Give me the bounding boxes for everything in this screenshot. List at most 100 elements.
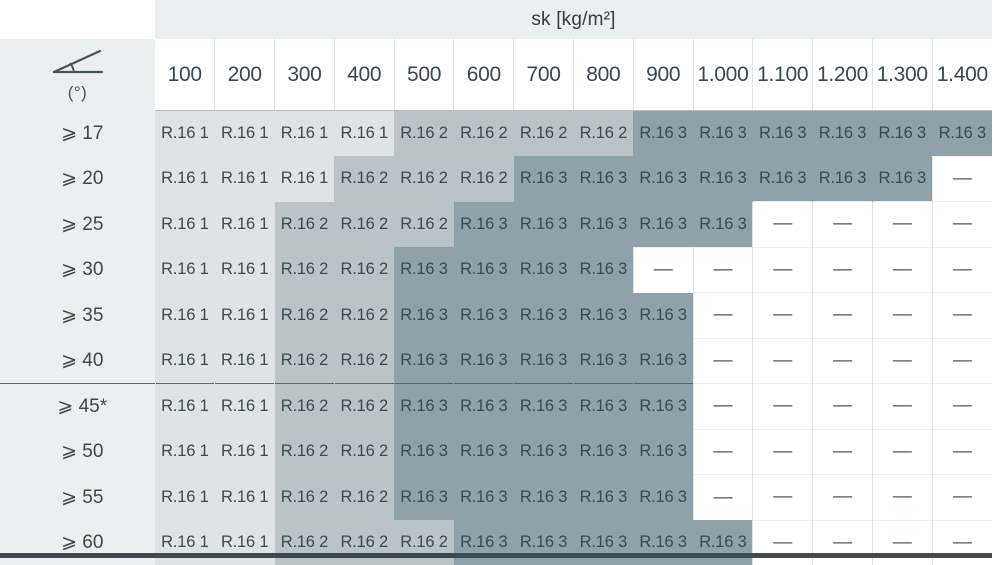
column-header-200: 200 bbox=[215, 39, 275, 111]
cell-class-1: R.16 1 bbox=[215, 247, 275, 293]
cell-empty: — bbox=[693, 429, 753, 475]
cell-class-3: R.16 3 bbox=[573, 429, 633, 475]
cell-class-2: R.16 2 bbox=[454, 156, 514, 202]
cell-empty: — bbox=[753, 202, 813, 248]
cell-class-2: R.16 2 bbox=[394, 520, 454, 565]
cell-class-1: R.16 1 bbox=[155, 338, 215, 384]
row-label: ⩾ 55 bbox=[0, 475, 155, 521]
cell-empty: — bbox=[872, 520, 932, 565]
cell-class-2: R.16 2 bbox=[334, 475, 394, 521]
cell-class-3: R.16 3 bbox=[813, 156, 873, 202]
cell-empty: — bbox=[753, 247, 813, 293]
cell-class-2: R.16 2 bbox=[334, 293, 394, 339]
column-header-1100: 1.100 bbox=[753, 39, 813, 111]
cell-class-3: R.16 3 bbox=[454, 384, 514, 430]
cell-empty: — bbox=[932, 520, 992, 565]
cell-empty: — bbox=[813, 338, 873, 384]
cell-class-3: R.16 3 bbox=[753, 111, 813, 157]
cell-class-1: R.16 1 bbox=[215, 429, 275, 475]
cell-empty: — bbox=[753, 520, 813, 565]
cell-class-3: R.16 3 bbox=[514, 202, 574, 248]
cell-class-3: R.16 3 bbox=[633, 429, 693, 475]
cell-class-2: R.16 2 bbox=[573, 111, 633, 157]
cell-empty: — bbox=[693, 475, 753, 521]
cell-empty: — bbox=[813, 520, 873, 565]
cell-class-1: R.16 1 bbox=[275, 156, 335, 202]
cell-class-3: R.16 3 bbox=[872, 111, 932, 157]
cell-class-2: R.16 2 bbox=[275, 247, 335, 293]
cell-empty: — bbox=[693, 384, 753, 430]
cell-class-3: R.16 3 bbox=[514, 338, 574, 384]
cell-class-3: R.16 3 bbox=[394, 247, 454, 293]
cell-class-3: R.16 3 bbox=[454, 247, 514, 293]
cell-class-1: R.16 1 bbox=[155, 202, 215, 248]
cell-class-2: R.16 2 bbox=[394, 156, 454, 202]
column-header-300: 300 bbox=[275, 39, 335, 111]
cell-empty: — bbox=[813, 384, 873, 430]
column-header-900: 900 bbox=[633, 39, 693, 111]
cell-class-3: R.16 3 bbox=[633, 202, 693, 248]
cell-empty: — bbox=[932, 202, 992, 248]
cell-empty: — bbox=[932, 338, 992, 384]
cell-class-3: R.16 3 bbox=[693, 111, 753, 157]
table-head: sk [kg/m²] (°) bbox=[0, 0, 992, 111]
cell-class-3: R.16 3 bbox=[514, 384, 574, 430]
cell-class-3: R.16 3 bbox=[394, 384, 454, 430]
cell-class-2: R.16 2 bbox=[275, 429, 335, 475]
angle-icon bbox=[50, 48, 106, 82]
cell-class-1: R.16 1 bbox=[155, 247, 215, 293]
cell-class-2: R.16 2 bbox=[275, 338, 335, 384]
cell-empty: — bbox=[753, 429, 813, 475]
cell-empty: — bbox=[932, 156, 992, 202]
cell-empty: — bbox=[753, 338, 813, 384]
cell-class-3: R.16 3 bbox=[753, 156, 813, 202]
cell-class-3: R.16 3 bbox=[454, 429, 514, 475]
cell-class-3: R.16 3 bbox=[514, 520, 574, 565]
cell-empty: — bbox=[633, 247, 693, 293]
cell-class-2: R.16 2 bbox=[454, 111, 514, 157]
cell-empty: — bbox=[693, 338, 753, 384]
cell-class-3: R.16 3 bbox=[633, 156, 693, 202]
cell-class-2: R.16 2 bbox=[334, 384, 394, 430]
cell-class-3: R.16 3 bbox=[573, 156, 633, 202]
corner-blank bbox=[0, 0, 155, 39]
cell-class-3: R.16 3 bbox=[454, 338, 514, 384]
cell-class-3: R.16 3 bbox=[394, 293, 454, 339]
cell-empty: — bbox=[813, 429, 873, 475]
cell-empty: — bbox=[932, 293, 992, 339]
cell-class-1: R.16 1 bbox=[155, 156, 215, 202]
cell-empty: — bbox=[932, 384, 992, 430]
cell-class-3: R.16 3 bbox=[514, 429, 574, 475]
column-header-500: 500 bbox=[394, 39, 454, 111]
cell-class-3: R.16 3 bbox=[514, 247, 574, 293]
cell-empty: — bbox=[753, 293, 813, 339]
cell-class-3: R.16 3 bbox=[573, 293, 633, 339]
column-header-1200: 1.200 bbox=[813, 39, 873, 111]
row-label: ⩾ 20 bbox=[0, 156, 155, 202]
cell-empty: — bbox=[872, 293, 932, 339]
cell-empty: — bbox=[753, 384, 813, 430]
cell-empty: — bbox=[932, 247, 992, 293]
cell-class-3: R.16 3 bbox=[693, 520, 753, 565]
cell-empty: — bbox=[872, 202, 932, 248]
table-bottom-rule bbox=[0, 553, 992, 558]
cell-class-3: R.16 3 bbox=[932, 111, 992, 157]
cell-empty: — bbox=[813, 202, 873, 248]
cell-class-3: R.16 3 bbox=[454, 475, 514, 521]
cell-class-3: R.16 3 bbox=[813, 111, 873, 157]
cell-class-2: R.16 2 bbox=[514, 111, 574, 157]
cell-empty: — bbox=[813, 475, 873, 521]
cell-class-3: R.16 3 bbox=[514, 156, 574, 202]
cell-class-3: R.16 3 bbox=[633, 293, 693, 339]
cell-class-2: R.16 2 bbox=[275, 202, 335, 248]
cell-class-2: R.16 2 bbox=[334, 429, 394, 475]
cell-class-1: R.16 1 bbox=[334, 111, 394, 157]
cell-empty: — bbox=[872, 338, 932, 384]
